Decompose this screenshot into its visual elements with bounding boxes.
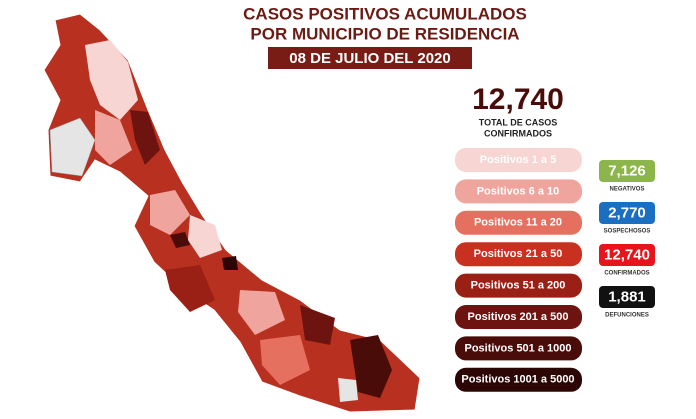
stat-box [599, 202, 655, 224]
total-label: TOTAL DE CASOS [479, 117, 558, 127]
region [188, 215, 222, 258]
map [43, 13, 421, 413]
legend-swatch [455, 210, 582, 235]
legend-swatch [455, 367, 582, 392]
region [300, 305, 335, 345]
region [165, 265, 215, 312]
legend-swatch [455, 336, 582, 361]
stat-label: DEFUNCIONES [605, 313, 649, 319]
region [222, 256, 238, 270]
region [338, 378, 358, 402]
legend-label: Positivos 21 a 50 [474, 248, 563, 260]
total-value: 12,740 [472, 83, 564, 116]
region [238, 290, 285, 335]
legend: Positivos 1 a 5 Positivos 6 a 10 Positivos… [455, 148, 582, 392]
legend-label: Positivos 1 a 5 [480, 154, 556, 166]
date: 08 DE JULIO DEL 2020 [289, 50, 450, 67]
region [49, 117, 96, 177]
region [95, 110, 132, 165]
stat-value: 7,126 [608, 162, 646, 179]
legend-swatch [455, 305, 582, 329]
stat-value: 2,770 [608, 204, 646, 221]
legend-label: Positivos 11 a 20 [474, 217, 562, 229]
region [260, 335, 310, 385]
stat-box [599, 160, 655, 182]
stat-label: NEGATIVOS [610, 187, 645, 193]
title-line: CASOS POSITIVOS ACUMULADOS [243, 4, 527, 23]
total-label: CONFIRMADOS [484, 128, 552, 138]
stat-box [599, 286, 655, 308]
stats: 7,126 NEGATIVOS 2,770 SOSPECHOSOS 12,740 CONF… [599, 160, 655, 319]
region [150, 190, 190, 235]
stat-box [599, 244, 655, 266]
region [85, 40, 138, 120]
legend-label: Positivos 1001 a 5000 [461, 374, 574, 386]
stat-value: 12,740 [604, 246, 650, 263]
legend-swatch [455, 179, 582, 204]
stat-label: SOSPECHOSOS [604, 229, 651, 235]
stat-label: CONFIRMADOS [604, 271, 649, 277]
region [350, 335, 392, 398]
stat-value: 1,881 [608, 288, 646, 305]
legend-label: Positivos 51 a 200 [471, 280, 566, 292]
region [130, 110, 160, 165]
region [170, 232, 190, 248]
legend-swatch [455, 273, 582, 298]
title-line: POR MUNICIPIO DE RESIDENCIA [250, 24, 519, 43]
legend-swatch [455, 242, 582, 267]
date-banner [268, 47, 472, 69]
legend-label: Positivos 6 a 10 [477, 185, 560, 197]
legend-label: Positivos 501 a 1000 [464, 342, 571, 354]
legend-label: Positivos 201 a 500 [468, 311, 569, 323]
legend-swatch [455, 148, 582, 172]
